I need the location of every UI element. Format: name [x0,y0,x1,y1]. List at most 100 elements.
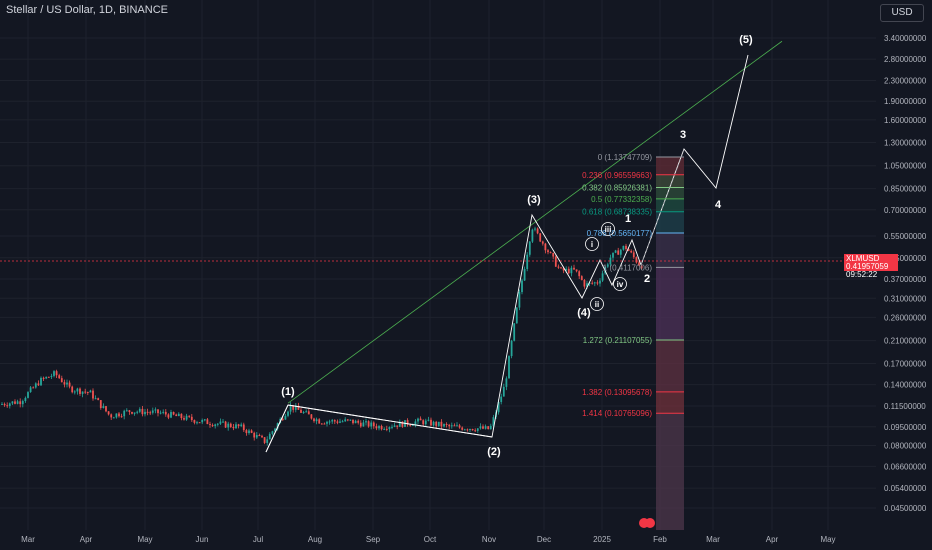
y-tick-label: 2.30000000 [884,76,927,85]
wave-label-circle [601,222,615,236]
y-tick-label: 0.55000000 [884,232,927,241]
trendline [287,40,783,404]
x-tick-label: Oct [424,535,437,544]
candle-body [547,250,549,253]
candle-body [463,429,466,431]
candle-body [313,418,315,422]
candle-body [427,419,430,421]
candle-body [232,426,235,429]
candle-body [203,419,206,421]
wave-label: 3 [680,129,686,141]
candle-body [508,356,510,379]
candle-body [216,423,219,425]
candle-body [539,233,542,242]
candle-body [341,421,344,423]
wave-label-circle [590,297,604,311]
y-tick-label: 1.05000000 [884,162,927,171]
y-tick-label: 0.31000000 [884,294,927,303]
candle-body [497,401,500,413]
candle-body [183,418,185,420]
candle-body [471,429,474,431]
candle-body [627,248,630,251]
candle-body [448,424,451,427]
candle-body [289,405,292,412]
candle-body [196,422,198,424]
candle-body [489,425,492,430]
candle-body [198,422,201,424]
candle-body [193,420,196,423]
candle-body [71,386,74,393]
candle-body [154,409,157,411]
candle-body [24,397,27,402]
candle-body [115,413,118,418]
candle-body [419,418,422,421]
candle-body [586,283,588,287]
candle-body [388,427,391,430]
candle-body [552,252,555,257]
candle-body [167,414,170,418]
candle-body [583,279,586,287]
candle-body [536,228,539,234]
candle-body [510,340,513,357]
wave-label: (1) [281,386,295,398]
candle-body [630,250,633,253]
candle-body [479,426,482,429]
candle-body [157,409,159,414]
wave-label: iii [605,225,612,234]
candle-body [261,435,263,438]
fib-label: 1.272 (0.21107055) [583,336,653,345]
candle-body [60,378,63,383]
candle-body [378,426,380,429]
candle-body [307,411,310,415]
wave-label: i [591,240,593,249]
candle-body [45,376,48,379]
candle-body [240,424,243,427]
candle-body [591,282,594,284]
candle-body [549,252,552,254]
x-tick-label: Dec [537,535,551,544]
candle-body [326,421,328,424]
candle-body [622,245,625,250]
currency-button[interactable]: USD [880,4,924,22]
candle-body [170,412,172,418]
fib-label: 0.786 (0.5650177) [587,229,653,238]
candle-body [6,405,9,407]
candle-body [609,257,612,265]
candle-body [367,421,370,427]
candle-body [258,435,261,437]
candle-body [414,421,417,425]
candle-body [235,424,237,429]
candle-body [370,422,373,427]
candle-body [323,423,326,425]
candle-body [266,439,269,443]
candle-body [268,433,271,440]
candle-body [227,423,230,428]
candle-body [92,390,94,399]
price-tag-countdown: 09:52:22 [846,270,878,279]
x-tick-label: Apr [766,535,779,544]
candle-body [79,388,81,394]
candle-body [346,419,349,421]
candle-body [97,398,100,401]
candle-body [229,423,232,427]
candle-body [557,266,560,268]
candle-body [445,423,448,425]
candle-body [27,392,29,398]
candle-body [567,268,570,274]
candle-body [635,257,638,263]
candle-body [125,410,128,412]
candle-body [84,391,87,393]
candle-body [461,427,464,430]
candle-body [315,419,318,422]
candle-body [638,262,640,266]
wave-label: 2 [644,273,650,285]
y-tick-label: 0.37000000 [884,275,927,284]
candle-body [172,412,175,415]
fib-zone [656,198,684,212]
candle-body [562,267,565,271]
candle-body [385,428,388,430]
x-tick-label: Feb [653,535,667,544]
y-tick-label: 2.80000000 [884,55,927,64]
candle-body [357,420,360,423]
